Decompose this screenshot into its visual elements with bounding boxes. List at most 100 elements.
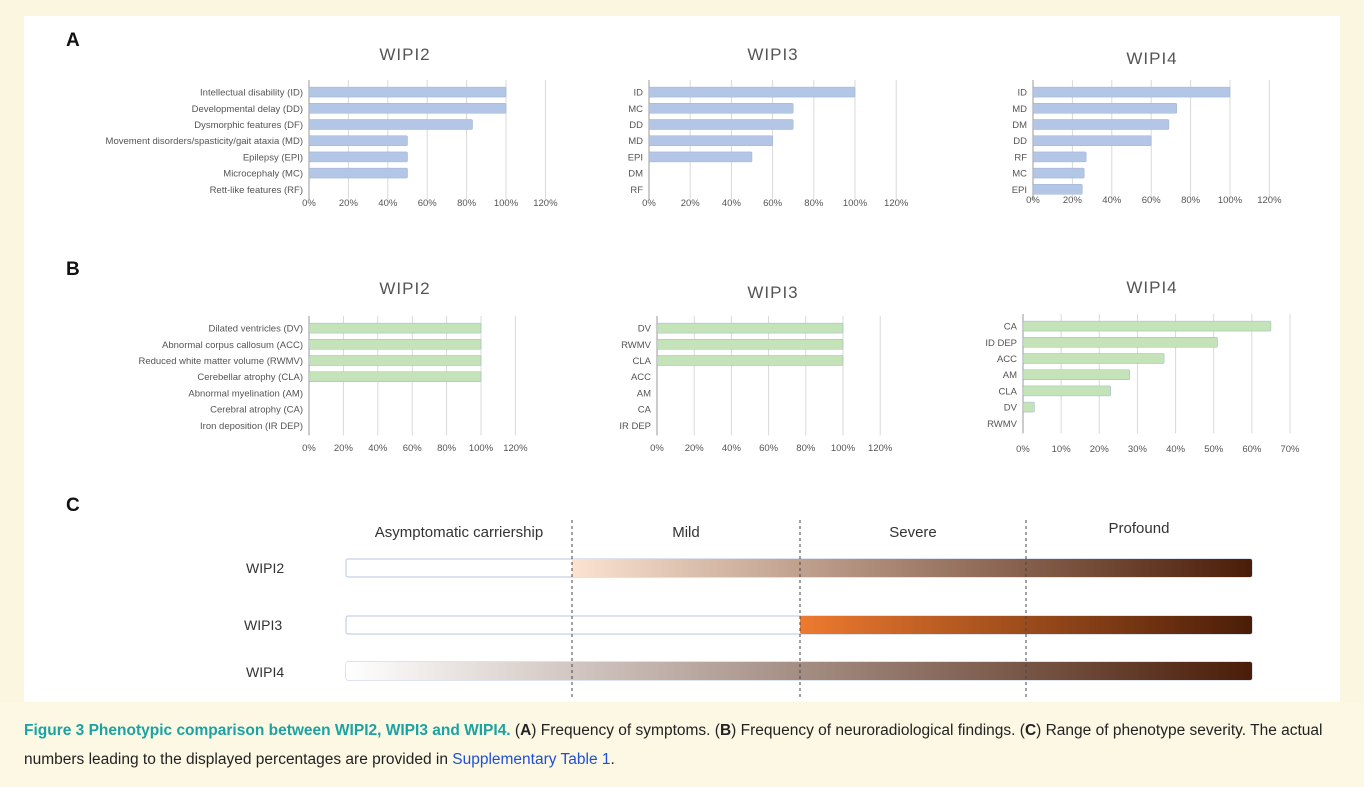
y-category-label: DV [1004, 403, 1018, 414]
x-tick-label: 20% [334, 443, 354, 454]
caption-text-5: . [610, 751, 615, 768]
y-category-label: CLA [633, 356, 652, 367]
x-tick-label: 80% [437, 443, 457, 454]
y-category-label: Intellectual disability (ID) [200, 88, 303, 99]
x-tick-label: 40% [1166, 444, 1186, 455]
y-category-label: DD [629, 120, 643, 131]
x-tick-label: 20% [339, 198, 359, 209]
bar [308, 103, 507, 114]
y-category-label: Developmental delay (DD) [192, 104, 303, 115]
bar [648, 119, 794, 130]
chart-title-a-wipi3: WIPI3 [747, 45, 799, 64]
chart-title-b-wipi3: WIPI3 [747, 283, 799, 302]
x-tick-label: 120% [503, 443, 528, 454]
y-category-label: Rett-like features (RF) [210, 185, 303, 196]
y-category-label: DM [1012, 120, 1027, 131]
y-category-label: Epilepsy (EPI) [243, 152, 303, 163]
x-tick-label: 0% [1016, 444, 1030, 455]
x-tick-label: 60% [763, 198, 783, 209]
x-tick-label: 20% [685, 443, 705, 454]
severity-range-chart [345, 520, 1253, 700]
y-category-label: MD [628, 136, 643, 147]
severity-row-label-wipi2: WIPI2 [246, 560, 285, 576]
x-tick-label: 40% [722, 198, 742, 209]
severity-level-profound: Profound [1108, 520, 1170, 537]
x-tick-label: 120% [868, 443, 893, 454]
bar [308, 371, 482, 382]
y-category-label: AM [1003, 370, 1017, 381]
panel-label-a: A [66, 30, 80, 51]
y-category-label: MC [1012, 169, 1027, 180]
figure-caption: Figure 3 Phenotypic comparison between W… [24, 716, 1340, 774]
y-category-label: CA [1004, 322, 1018, 333]
chart-title-b-wipi4: WIPI4 [1126, 278, 1178, 297]
y-category-label: DV [638, 324, 652, 335]
y-category-label: MD [1012, 104, 1027, 115]
panel-label-c: C [66, 495, 80, 516]
x-tick-label: 10% [1052, 444, 1072, 455]
severity-row-label-wipi3: WIPI3 [244, 617, 283, 633]
y-category-label: Cerebellar atrophy (CLA) [197, 372, 303, 383]
x-tick-label: 20% [1090, 444, 1110, 455]
severity-range-bar [572, 559, 1252, 577]
x-tick-label: 100% [494, 198, 519, 209]
x-tick-label: 40% [368, 443, 388, 454]
chart-title-a-wipi4: WIPI4 [1126, 49, 1178, 68]
chart-title-a-wipi2: WIPI2 [379, 45, 431, 64]
bar [308, 86, 507, 98]
caption-text-4: ) Range of phenotype severity. The actua… [24, 722, 1323, 768]
x-tick-label: 20% [681, 198, 701, 209]
x-tick-label: 80% [804, 198, 824, 209]
bar [1032, 151, 1087, 163]
y-category-label: Microcephaly (MC) [223, 169, 303, 180]
caption-title: Figure 3 Phenotypic comparison between W… [24, 722, 511, 739]
bar [648, 135, 773, 146]
x-tick-label: 0% [1026, 195, 1040, 206]
y-category-label: ID [634, 88, 644, 99]
x-tick-label: 60% [1142, 195, 1162, 206]
x-tick-label: 0% [302, 443, 316, 454]
bar [308, 167, 408, 179]
bar [1032, 135, 1152, 146]
x-tick-label: 60% [403, 443, 423, 454]
y-category-label: RWMV [987, 419, 1018, 430]
bar [1032, 184, 1083, 195]
bar [1032, 167, 1085, 179]
x-tick-label: 60% [759, 443, 779, 454]
bar [308, 322, 482, 334]
x-tick-label: 80% [796, 443, 816, 454]
y-category-label: Iron deposition (IR DEP) [200, 421, 303, 432]
y-category-label: ID DEP [985, 338, 1017, 349]
x-tick-label: 100% [843, 198, 868, 209]
x-tick-label: 60% [1242, 444, 1262, 455]
bar [1022, 337, 1218, 348]
y-category-label: RWMV [621, 340, 652, 351]
x-tick-label: 40% [722, 443, 742, 454]
severity-level-severe: Severe [889, 524, 937, 541]
severity-row-label-wipi4: WIPI4 [246, 664, 285, 680]
bar-chart-a-wipi2: 0% 20% 40% 60% 80% 100% 120% Intellectual disab… [106, 80, 1300, 455]
x-tick-label: 60% [418, 198, 438, 209]
x-tick-label: 40% [378, 198, 398, 209]
x-tick-label: 120% [1257, 195, 1282, 206]
caption-text-1: ( [510, 722, 521, 739]
bar [1032, 86, 1231, 98]
x-tick-label: 70% [1280, 444, 1300, 455]
bar [656, 355, 844, 366]
y-category-label: DM [628, 169, 643, 180]
bar [648, 86, 856, 98]
y-category-label: EPI [628, 152, 643, 163]
bar [1022, 320, 1272, 332]
y-category-label: RF [630, 185, 643, 196]
y-category-label: Cerebral atrophy (CA) [210, 405, 303, 416]
bar [308, 339, 482, 350]
y-category-label: Abnormal myelination (AM) [188, 388, 303, 399]
x-tick-label: 100% [1218, 195, 1243, 206]
bar [1022, 401, 1035, 413]
panel-label-b: B [66, 259, 80, 280]
supplementary-table-link[interactable]: Supplementary Table 1 [452, 751, 611, 768]
bar [648, 151, 753, 163]
severity-range-bar [346, 662, 1252, 680]
bar [656, 339, 844, 350]
bar [308, 119, 473, 130]
